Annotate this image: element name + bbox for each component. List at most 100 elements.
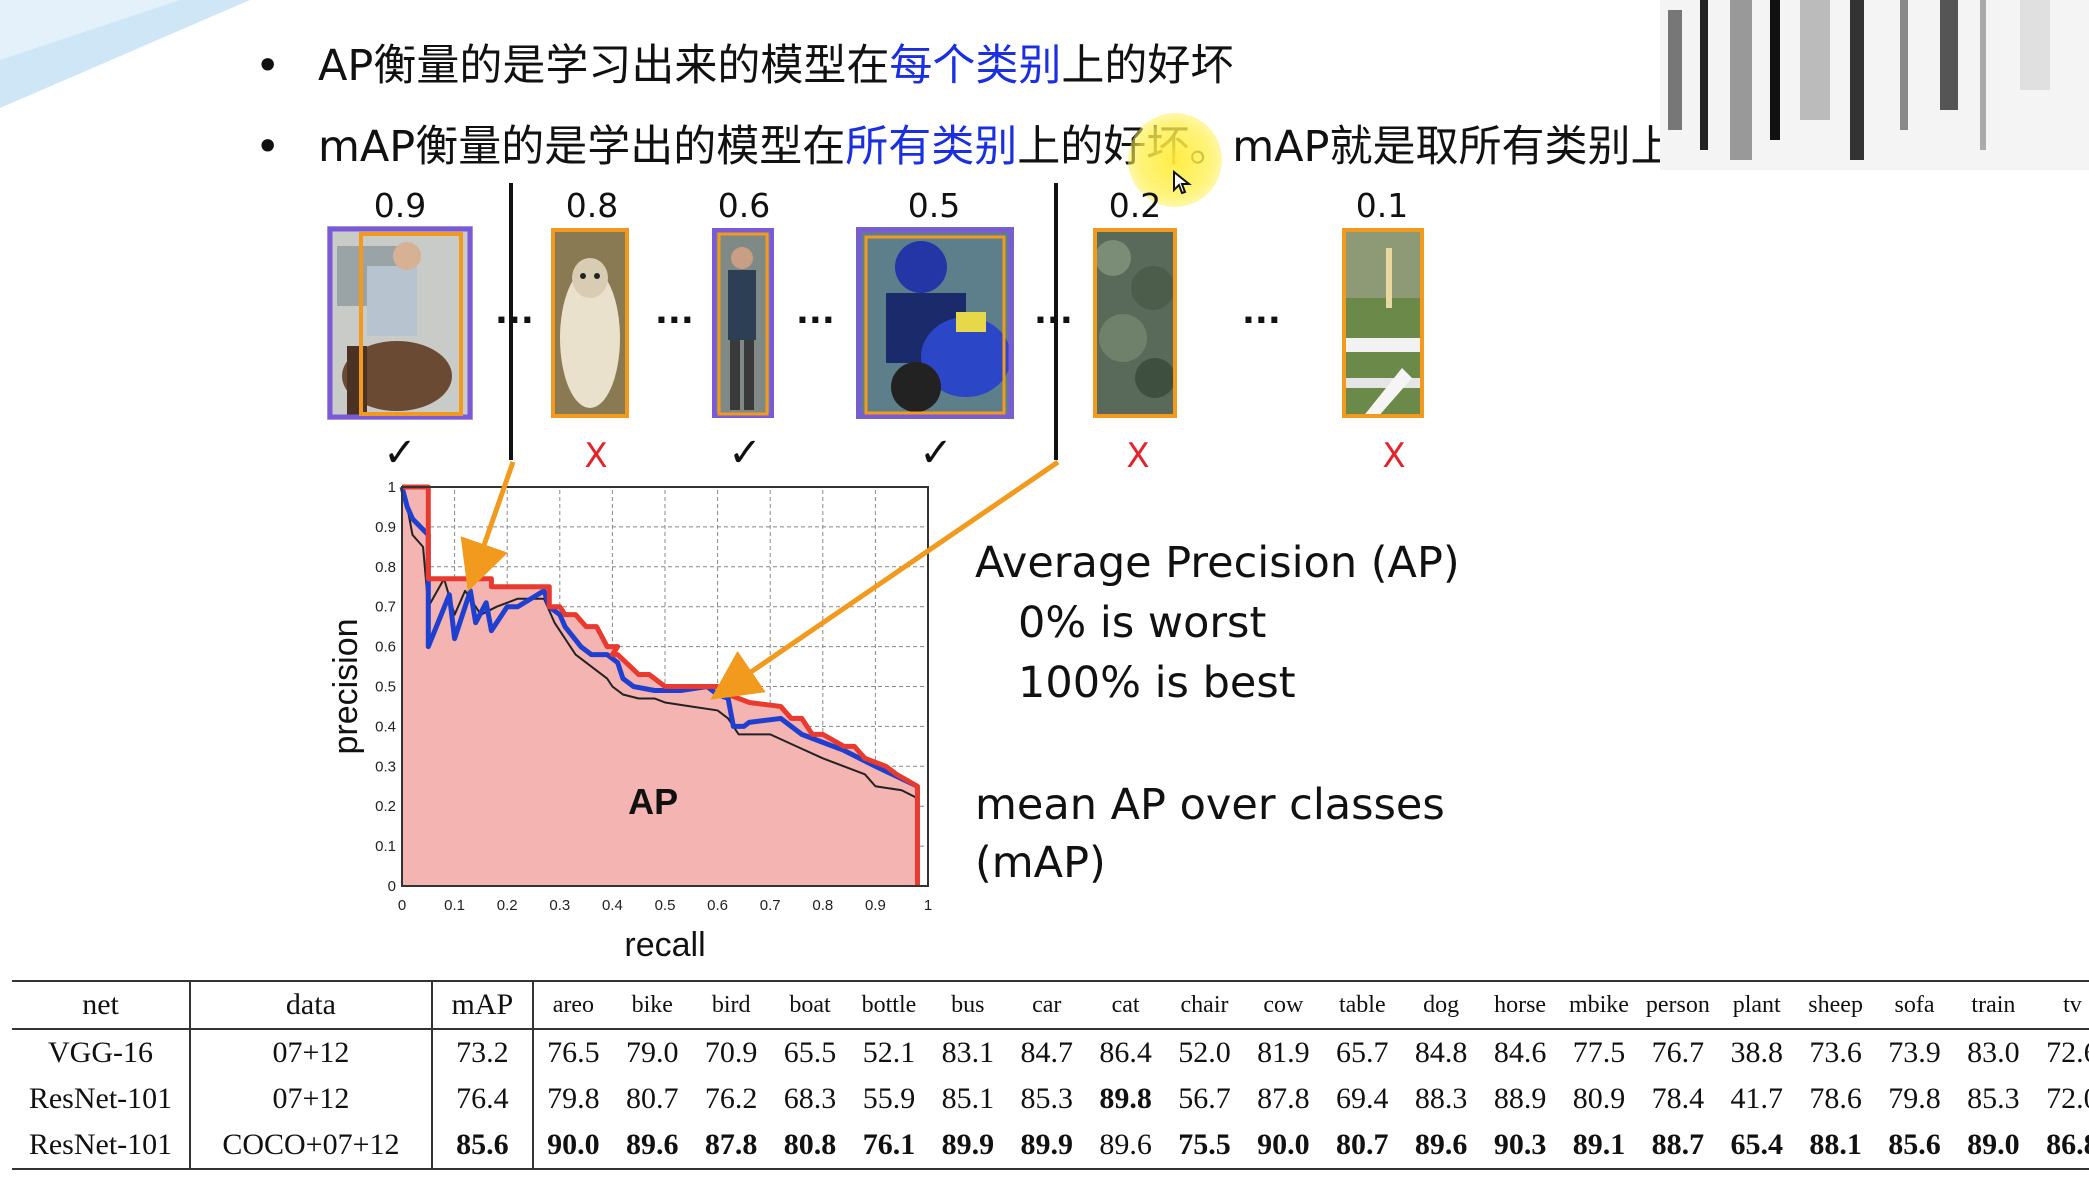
x-tick-label: 0.7: [760, 897, 781, 914]
series-line-precision-blue: [399, 486, 919, 789]
table-cell: 55.9: [862, 1082, 916, 1115]
table-cell: 85.1: [941, 1082, 995, 1115]
table-cell: 89.1: [1559, 1122, 1639, 1170]
table-cell: 38.8: [1730, 1036, 1783, 1069]
chart-ticks: 0 0.1 0.2 0.3 0.4 0.5 0.6 0.7 0.8 0.9 1 0 0.1 0.2 0.3 0…: [375, 479, 932, 914]
wrong-mark: X: [1126, 436, 1150, 476]
mouse-cursor-icon: [1173, 170, 1192, 195]
table-cell: 83.1: [941, 1036, 995, 1069]
x-tick-label: 0: [398, 897, 406, 914]
table-cell: 76.4: [431, 1076, 534, 1122]
table-cell: 88.3: [1414, 1082, 1468, 1115]
detection-sheep-image: [551, 228, 629, 418]
bullet-symbol: •: [255, 122, 281, 172]
column-header: mAP: [431, 980, 534, 1030]
ellipsis: ...: [1242, 292, 1281, 332]
table-cell: 80.7: [626, 1082, 679, 1115]
wrong-mark: X: [584, 436, 608, 476]
y-axis-label: precision: [327, 618, 365, 754]
results-table: net data mAP areo bike bird boat bottle bus car ca…: [12, 980, 2089, 1170]
ap-area: [402, 487, 918, 886]
score-label: 0.8: [565, 186, 619, 225]
table-row: ResNet-101 COCO+07+12 85.6 90.0 89.6 87.8 80.8…: [12, 1122, 2089, 1170]
y-tick-label: 0.6: [375, 639, 396, 656]
series-line-precision-black: [401, 486, 918, 800]
x-tick-label: 0.3: [549, 897, 570, 914]
table-cell: 07+12: [190, 1029, 433, 1076]
y-tick-label: 0.3: [375, 758, 396, 775]
bullet-text: AP衡量的是学习出来的模型在每个类别上的好坏: [318, 38, 1233, 94]
column-header: boat: [770, 980, 850, 1030]
score-label: 0.2: [1108, 186, 1162, 225]
x-tick-label: 0.8: [812, 897, 833, 914]
y-tick-label: 0: [388, 878, 396, 895]
ap-title: Average Precision (AP): [975, 538, 1460, 588]
y-tick-label: 0.1: [375, 838, 396, 855]
table-cell: 86.4: [1099, 1036, 1152, 1069]
detection-tree-image: [1093, 228, 1177, 418]
table-cell: 72.6: [2046, 1036, 2089, 1069]
table-cell: 87.8: [1257, 1082, 1310, 1115]
table-cell: 65.5: [783, 1036, 837, 1069]
y-tick-label: 0.7: [375, 599, 396, 616]
ap-best-text: 100% is best: [1018, 658, 1296, 708]
table-cell: 83.0: [1967, 1036, 2020, 1069]
area-label: AP: [628, 781, 678, 822]
map-text: mean AP over classes: [975, 780, 1445, 830]
column-header: bus: [928, 980, 1008, 1030]
table-cell: 87.8: [691, 1122, 771, 1170]
column-header: net: [12, 980, 192, 1030]
column-header: sofa: [1875, 980, 1954, 1030]
table-cell: 88.9: [1493, 1082, 1547, 1115]
column-header: plant: [1717, 980, 1797, 1030]
bullet-segment: 上的好坏: [1061, 41, 1234, 91]
score-label: 0.1: [1355, 186, 1409, 225]
table-cell: 41.7: [1730, 1082, 1783, 1115]
table-cell: 85.3: [1020, 1082, 1073, 1115]
table-cell: ResNet-101: [12, 1122, 192, 1170]
ellipsis: ...: [796, 292, 835, 332]
bullet-segment: mAP衡量的是学出的模型在: [318, 122, 846, 172]
y-tick-label: 1: [388, 479, 396, 496]
column-header: mbike: [1559, 980, 1639, 1030]
table-cell: 65.4: [1717, 1122, 1797, 1170]
x-tick-label: 0.4: [602, 897, 623, 914]
y-tick-label: 0.9: [375, 519, 396, 536]
column-header: sheep: [1796, 980, 1876, 1030]
table-cell: 76.5: [547, 1036, 600, 1069]
y-tick-label: 0.2: [375, 798, 396, 815]
score-label: 0.5: [907, 186, 961, 225]
table-cell: 52.1: [862, 1036, 916, 1069]
plot-frame: [401, 486, 929, 887]
correct-mark: ✓: [919, 430, 953, 476]
chart-series: [399, 484, 920, 886]
table-cell: 79.8: [1888, 1082, 1941, 1115]
detection-person-horse-image: [327, 226, 473, 420]
table-row: ResNet-101 07+12 76.4 79.8 80.7 76.2 68.3 55.9 8…: [12, 1076, 2089, 1122]
x-tick-label: 0.1: [444, 897, 465, 914]
bullet-symbol: •: [255, 41, 281, 91]
x-tick-label: 1: [924, 897, 932, 914]
ellipsis: ...: [495, 292, 534, 332]
column-header: chair: [1165, 980, 1244, 1030]
table-cell: 90.0: [532, 1122, 613, 1170]
y-tick-label: 0.4: [375, 718, 396, 735]
table-cell: 72.0: [2046, 1082, 2089, 1115]
bullet-segment: AP衡量的是学习出来的模型在: [318, 41, 890, 91]
table-cell: 89.6: [612, 1122, 692, 1170]
y-tick-label: 0.8: [375, 559, 396, 576]
chart-arrows: [460, 459, 1060, 700]
x-axis-label: recall: [624, 926, 705, 960]
detection-person-image: [712, 228, 774, 418]
table-cell: 68.3: [783, 1082, 837, 1115]
column-header: bike: [612, 980, 692, 1030]
corner-decoration: [0, 0, 250, 108]
table-cell: 52.0: [1178, 1036, 1231, 1069]
table-cell: 80.8: [770, 1122, 850, 1170]
table-header-row: net data mAP areo bike bird boat bottle bus car ca…: [12, 980, 2089, 1030]
table-cell: 84.6: [1493, 1036, 1547, 1069]
map-text-abbr: (mAP): [975, 838, 1106, 888]
table-cell: 90.0: [1243, 1122, 1323, 1170]
table-cell: 56.7: [1178, 1082, 1231, 1115]
x-tick-label: 0.6: [707, 897, 728, 914]
